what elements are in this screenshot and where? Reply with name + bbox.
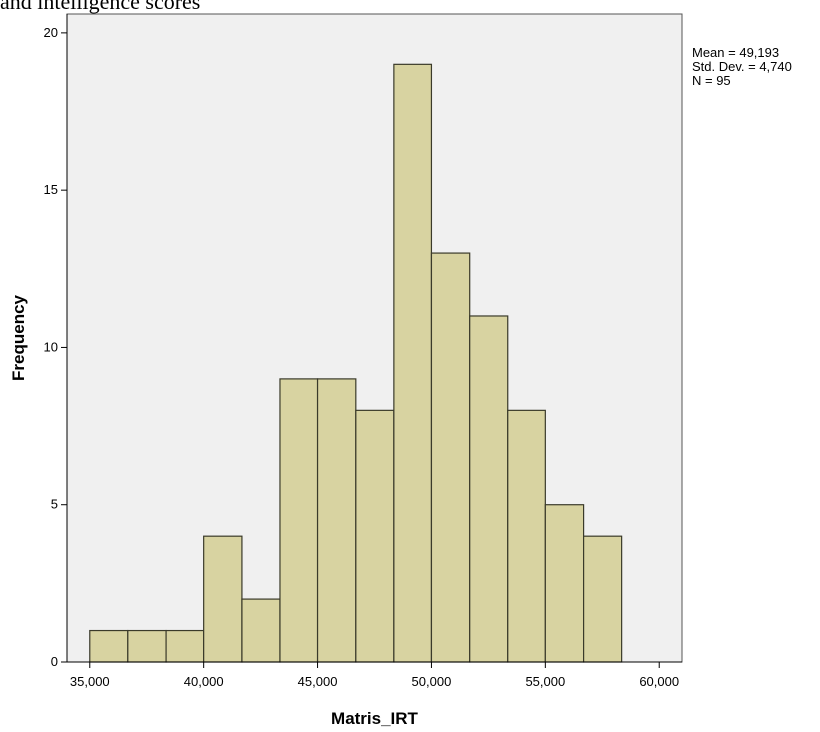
histogram-bar <box>582 535 623 663</box>
x-tick-label: 35,000 <box>70 674 110 689</box>
stats-line: Mean = 49,193 <box>692 45 779 60</box>
histogram-bar <box>241 598 281 663</box>
x-tick-label: 45,000 <box>298 674 338 689</box>
y-tick-label: 0 <box>51 654 58 669</box>
stats-line: Std. Dev. = 4,740 <box>692 59 792 74</box>
histogram-bar <box>544 504 585 663</box>
histogram-bar <box>279 378 319 663</box>
histogram-bar <box>430 252 471 663</box>
y-tick-label: 5 <box>51 497 58 512</box>
x-tick-label: 60,000 <box>639 674 679 689</box>
histogram-bar <box>127 629 167 663</box>
histogram-bar <box>316 378 357 663</box>
histogram-bar <box>355 409 395 663</box>
histogram-bar <box>165 629 205 663</box>
histogram-bar <box>393 63 433 663</box>
x-axis-title: Matris_IRT <box>331 709 419 728</box>
y-axis-title: Frequency <box>9 294 28 381</box>
y-axis: 0 5 10 15 20 <box>44 14 68 669</box>
x-axis: 35,000 40,000 45,000 50,000 55,000 60,000 <box>67 661 682 689</box>
y-tick-label: 20 <box>44 25 58 40</box>
x-tick-label: 55,000 <box>525 674 565 689</box>
histogram-bar <box>89 629 129 663</box>
x-tick-label: 50,000 <box>412 674 452 689</box>
histogram-bar <box>203 535 243 663</box>
stats-line: N = 95 <box>692 73 731 88</box>
x-tick-label: 40,000 <box>184 674 224 689</box>
histogram-bar <box>469 315 509 663</box>
caption-fragment: and intelligence scores <box>0 0 201 14</box>
bars-group <box>89 63 623 663</box>
histogram-bar <box>507 409 546 663</box>
y-tick-label: 15 <box>44 182 58 197</box>
y-tick-label: 10 <box>44 339 58 354</box>
